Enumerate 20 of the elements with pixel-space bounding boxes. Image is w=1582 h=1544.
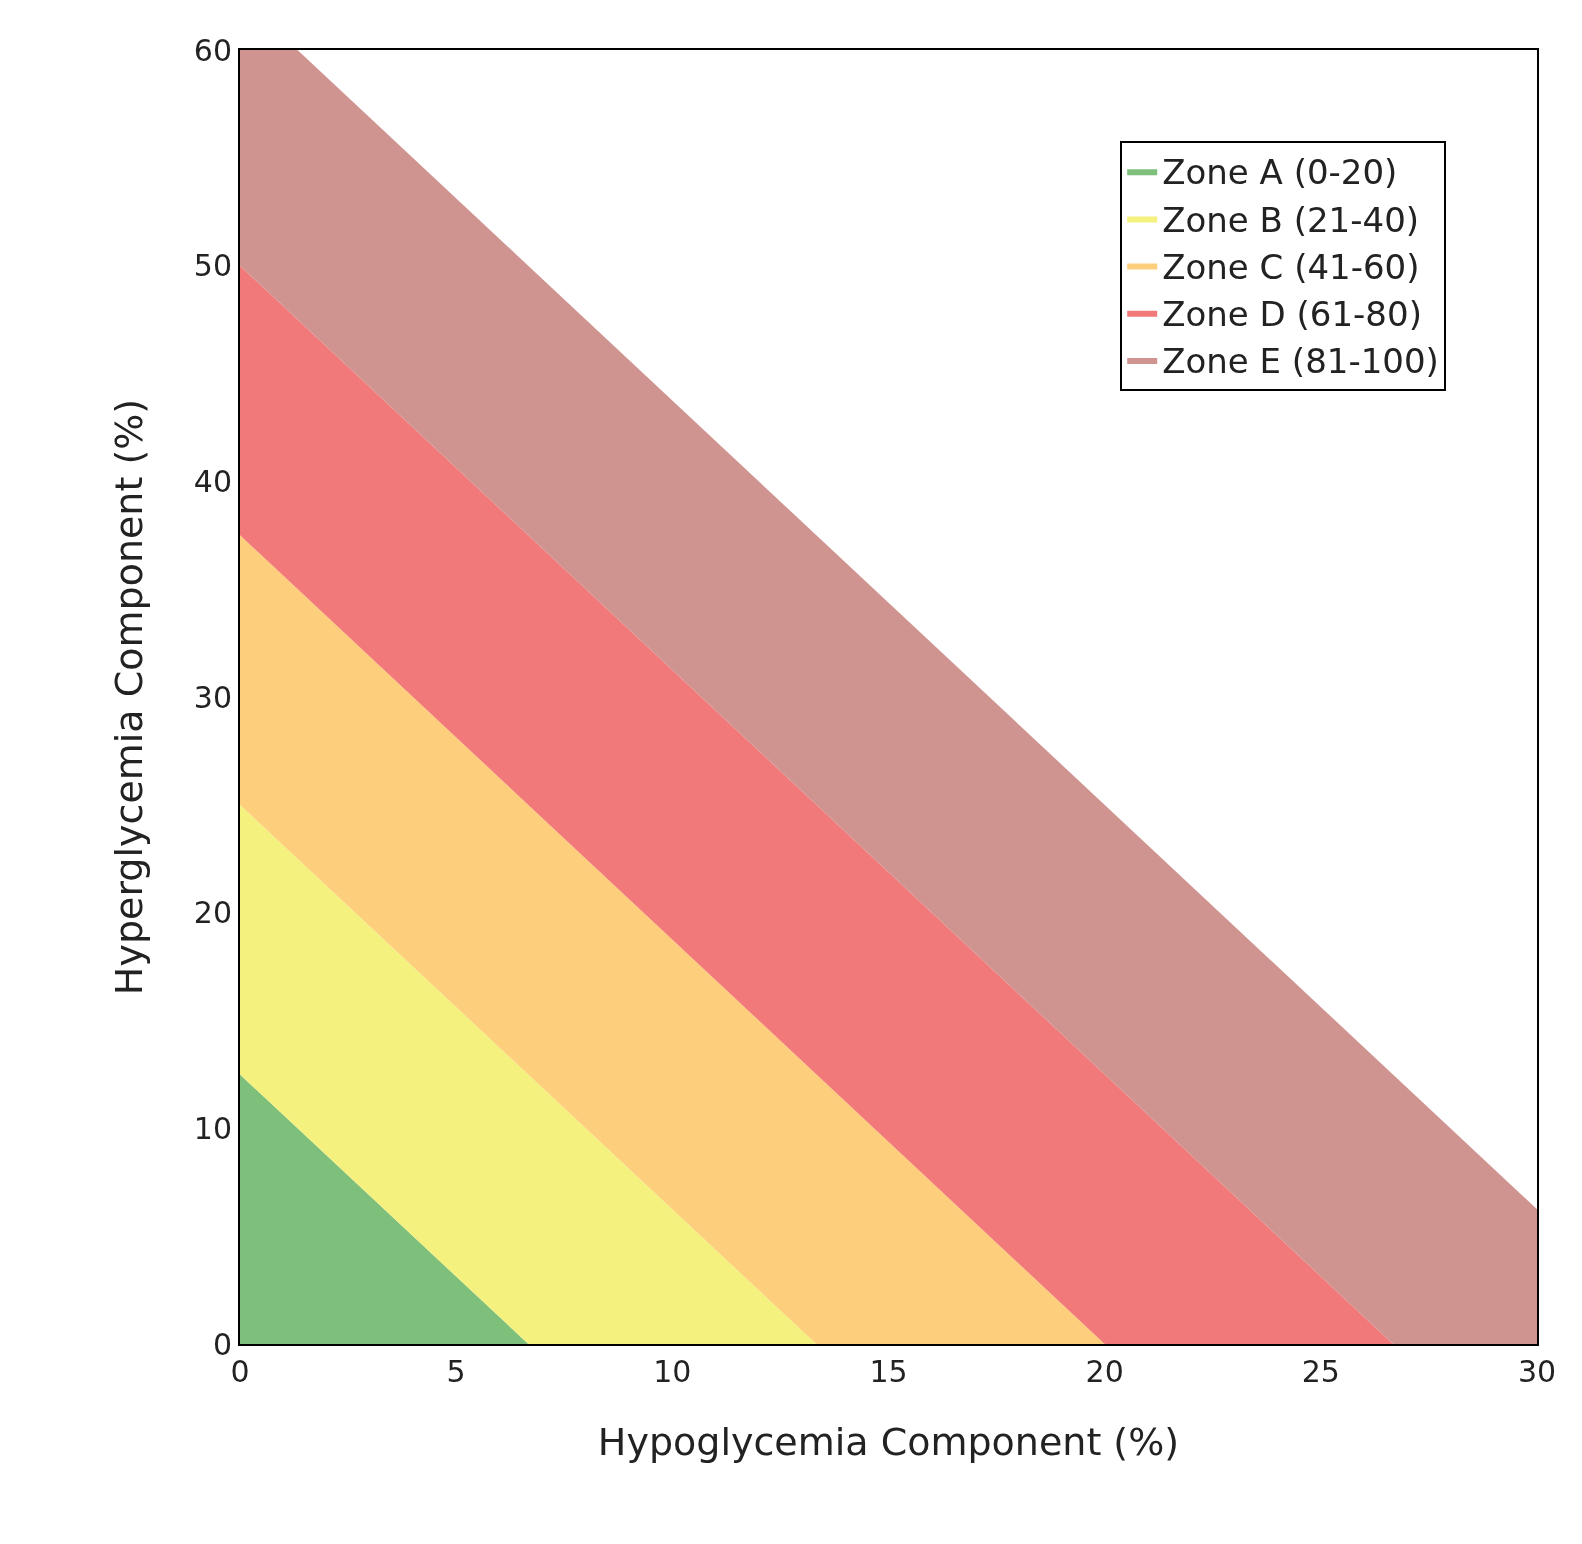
legend-label: Zone A (0-20) <box>1162 152 1398 193</box>
legend-label: Zone B (21-40) <box>1162 199 1420 240</box>
y-tick-label: 20 <box>193 895 232 931</box>
legend-label: Zone D (61-80) <box>1162 294 1422 335</box>
x-tick-label: 30 <box>1517 1354 1557 1389</box>
x-tick-label: 20 <box>1085 1354 1124 1389</box>
y-tick-label: 10 <box>193 1110 232 1146</box>
y-tick-label: 0 <box>212 1326 232 1362</box>
y-tick-label: 50 <box>193 248 232 284</box>
y-tick-label: 60 <box>193 32 232 68</box>
x-axis-title: Hypoglycemia Component (%) <box>597 1419 1180 1464</box>
legend-label: Zone E (81-100) <box>1162 341 1439 382</box>
x-tick-label: 10 <box>653 1354 692 1389</box>
y-tick-label: 30 <box>193 679 232 715</box>
x-tick-label: 25 <box>1301 1354 1340 1389</box>
x-tick-label: 5 <box>446 1354 466 1389</box>
x-tick-label: 15 <box>869 1354 908 1389</box>
y-tick-label: 40 <box>193 463 232 499</box>
y-axis-title: Hyperglycemia Component (%) <box>106 398 151 996</box>
legend-label: Zone C (41-60) <box>1162 246 1420 287</box>
